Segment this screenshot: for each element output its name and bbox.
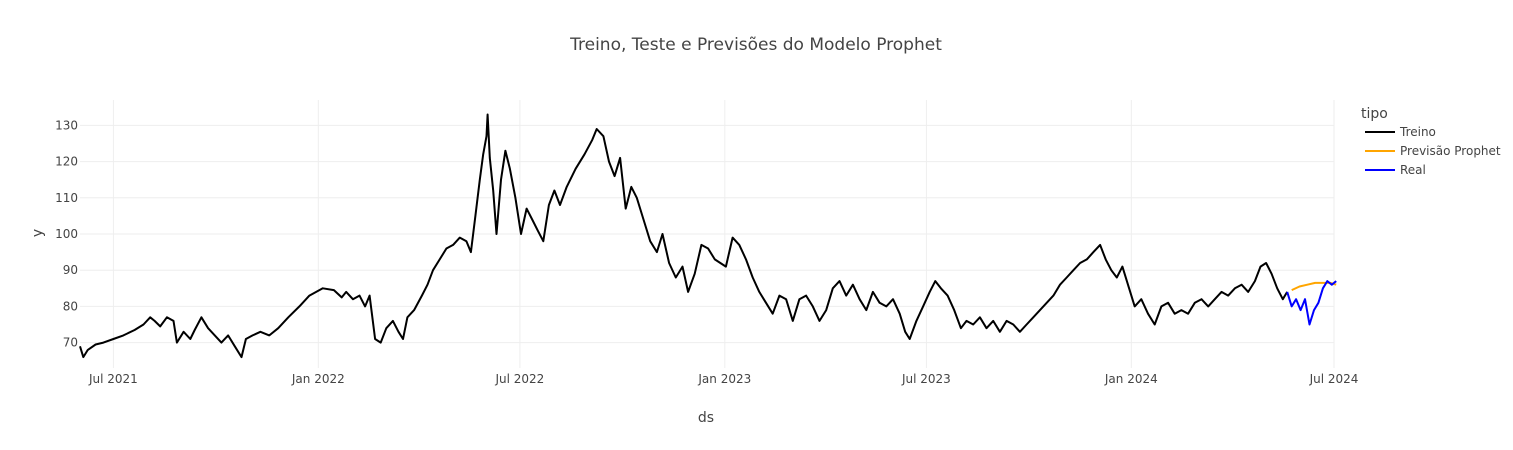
grid [80, 100, 1335, 368]
x-axis-title: ds [698, 410, 714, 426]
x-tick-label: Jul 2021 [88, 372, 138, 386]
y-tick-label: 90 [63, 263, 78, 277]
legend: tipo Treino Previsão Prophet Real [1361, 106, 1501, 177]
y-axis-title: y [30, 229, 46, 237]
legend-item-label: Real [1400, 163, 1426, 177]
y-tick-label: 110 [55, 191, 78, 205]
x-tick-label: Jan 2022 [291, 372, 345, 386]
y-tick-label: 80 [63, 299, 78, 313]
legend-item-label: Treino [1399, 125, 1436, 139]
x-tick-label: Jul 2023 [901, 372, 951, 386]
y-tick-label: 70 [63, 336, 78, 350]
x-tick-label: Jul 2022 [494, 372, 544, 386]
chart-title: Treino, Teste e Previsões do Modelo Prop… [569, 35, 942, 55]
legend-item-label: Previsão Prophet [1400, 144, 1501, 158]
legend-title: tipo [1361, 106, 1388, 122]
y-tick-label: 130 [55, 118, 78, 132]
x-tick-label: Jan 2024 [1104, 372, 1158, 386]
series-lines [79, 113, 1337, 359]
x-tick-label: Jul 2024 [1309, 372, 1359, 386]
x-tick-label: Jan 2023 [697, 372, 751, 386]
series-line-treino [79, 113, 1289, 359]
y-tick-label: 120 [55, 155, 78, 169]
series-line-real [1286, 280, 1337, 326]
y-tick-label: 100 [55, 227, 78, 241]
axis-ticks: 70 80 90 100 110 120 130 Jul 2021 Jan 2022 Jul 20… [55, 118, 1358, 386]
